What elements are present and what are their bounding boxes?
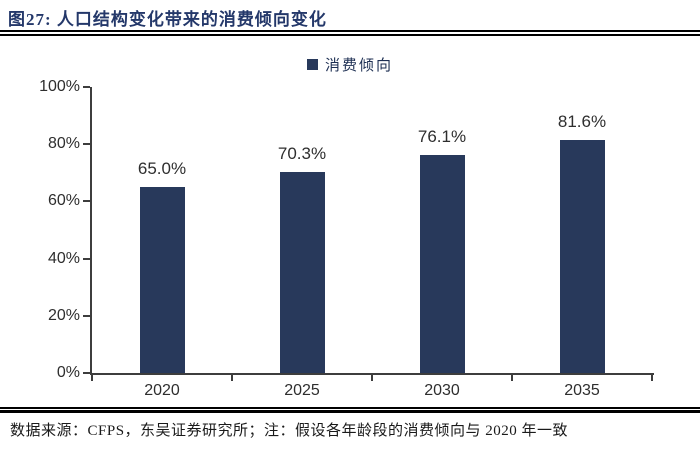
bar-group-2020: 65.0% — [92, 87, 232, 373]
x-axis-label-row: 2020 2025 2030 2035 — [92, 382, 652, 400]
x-tick-mark — [231, 375, 233, 381]
x-tick-mark — [91, 375, 93, 381]
x-tick-label: 2030 — [424, 382, 460, 399]
bar-group-2025: 70.3% — [232, 87, 372, 373]
y-tick-mark — [83, 372, 90, 374]
title-divider-line-2 — [0, 34, 700, 36]
y-tick-mark — [83, 314, 90, 317]
bar-2030 — [419, 155, 465, 373]
bar-2020 — [139, 187, 185, 373]
bar-value-label: 81.6% — [557, 111, 607, 131]
bar-value-label: 70.3% — [277, 143, 327, 163]
legend-swatch — [306, 59, 318, 70]
x-tick-label: 2025 — [284, 382, 320, 399]
x-tick-mark — [371, 375, 373, 381]
x-tick-label: 2020 — [144, 382, 180, 399]
y-tick-label: 0% — [56, 364, 80, 381]
chart-title: 图27: 人口结构变化带来的消费倾向变化 — [8, 10, 327, 29]
bar-group-2035: 81.6% — [512, 87, 652, 373]
source-note: 数据来源：CFPS，东吴证券研究所；注：假设各年龄段的消费倾向与 2020 年一… — [10, 423, 569, 439]
plot-area: 65.0% 70.3% 76.1% 81.6% — [92, 87, 652, 373]
x-tick-mark — [651, 375, 653, 381]
bar-value-label: 65.0% — [137, 159, 187, 179]
bar-2035 — [559, 139, 605, 373]
legend: 消费倾向 — [0, 54, 700, 75]
bar-value-label: 76.1% — [417, 127, 467, 147]
x-tick-mark — [511, 375, 513, 381]
bar-group-2030: 76.1% — [372, 87, 512, 373]
footer-divider-line-2 — [0, 410, 700, 413]
y-tick-mark — [83, 200, 90, 203]
y-tick-label: 60% — [47, 192, 80, 210]
bar-2025 — [279, 171, 325, 373]
y-axis — [90, 87, 92, 375]
legend-label: 消费倾向 — [324, 58, 393, 74]
y-tick-label: 80% — [47, 135, 80, 153]
x-axis — [90, 373, 654, 375]
y-tick-mark — [83, 257, 90, 260]
y-tick-label: 100% — [39, 78, 80, 95]
y-tick-label: 40% — [47, 249, 80, 267]
title-divider-line-1 — [0, 30, 700, 32]
x-tick-label: 2035 — [564, 382, 600, 399]
y-tick-mark — [83, 86, 90, 88]
footer-divider-line-1 — [0, 407, 700, 409]
y-tick-label: 20% — [47, 306, 80, 324]
y-tick-mark — [83, 143, 90, 146]
